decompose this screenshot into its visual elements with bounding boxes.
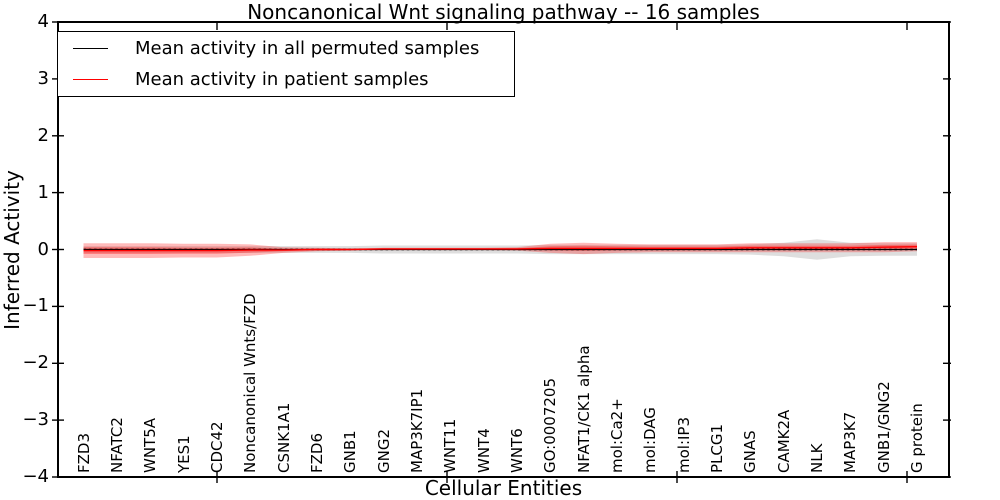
x-tick-label: FZD3 xyxy=(74,433,93,473)
y-tick-label: −3 xyxy=(22,409,49,431)
x-tick-label: MAP3K7 xyxy=(841,411,860,473)
y-tick-label: 4 xyxy=(37,11,49,32)
y-tick-label: −1 xyxy=(22,295,49,317)
x-tick-label: GNB1 xyxy=(341,430,360,473)
x-tick-label: WNT4 xyxy=(474,428,493,473)
x-tick-label: mol:Ca2+ xyxy=(607,398,626,473)
x-tick-label: MAP3K7IP1 xyxy=(407,388,426,473)
x-tick-label: mol:IP3 xyxy=(674,416,693,473)
x-tick-label: mol:DAG xyxy=(641,407,660,473)
legend-item-label: Mean activity in patient samples xyxy=(135,69,429,91)
legend-item: Mean activity in all permuted samples xyxy=(58,33,514,64)
y-tick-label: 3 xyxy=(37,67,49,89)
x-tick-label: NLK xyxy=(808,443,826,473)
x-tick-label: GNG2 xyxy=(374,428,393,473)
x-tick-label: YES1 xyxy=(174,435,193,473)
x-tick-label: CAMK2A xyxy=(774,409,793,473)
legend-item-label: Mean activity in all permuted samples xyxy=(135,37,480,59)
x-tick-label: PLCG1 xyxy=(708,423,726,473)
legend-line-sample xyxy=(73,47,108,49)
x-tick-label: NFATC2 xyxy=(107,417,126,473)
patient-mean-line xyxy=(83,246,918,252)
legend: Mean activity in all permuted samples Mea… xyxy=(57,31,515,97)
x-tick-label: NFAT1/CK1 alpha xyxy=(574,345,593,473)
x-tick-label: G protein xyxy=(908,403,926,473)
y-tick-label: 1 xyxy=(37,181,49,203)
x-axis-label: Cellular Entities xyxy=(424,476,583,500)
y-tick-label: 0 xyxy=(37,238,49,260)
legend-line-sample xyxy=(73,79,108,81)
x-tick-label: Noncanonical Wnts/FZD xyxy=(241,293,260,473)
y-tick-label: −4 xyxy=(22,466,49,487)
y-tick-label: 2 xyxy=(37,124,49,146)
x-tick-label: GO:0007205 xyxy=(541,377,560,473)
x-tick-label: WNT6 xyxy=(507,428,526,473)
chart-title: Noncanonical Wnt signaling pathway -- 16… xyxy=(247,0,760,24)
x-tick-label: WNT11 xyxy=(441,418,460,473)
y-tick-label: −2 xyxy=(22,352,49,374)
x-tick-label: GNB1/GNG2 xyxy=(874,381,893,473)
x-tick-label: CSNK1A1 xyxy=(274,402,293,473)
x-tick-label: GNAS xyxy=(741,430,760,473)
x-tick-label: CDC42 xyxy=(207,421,226,473)
x-tick-label: FZD6 xyxy=(307,433,326,473)
legend-item: Mean activity in patient samples xyxy=(58,64,514,95)
x-tick-label: WNT5A xyxy=(141,417,160,473)
